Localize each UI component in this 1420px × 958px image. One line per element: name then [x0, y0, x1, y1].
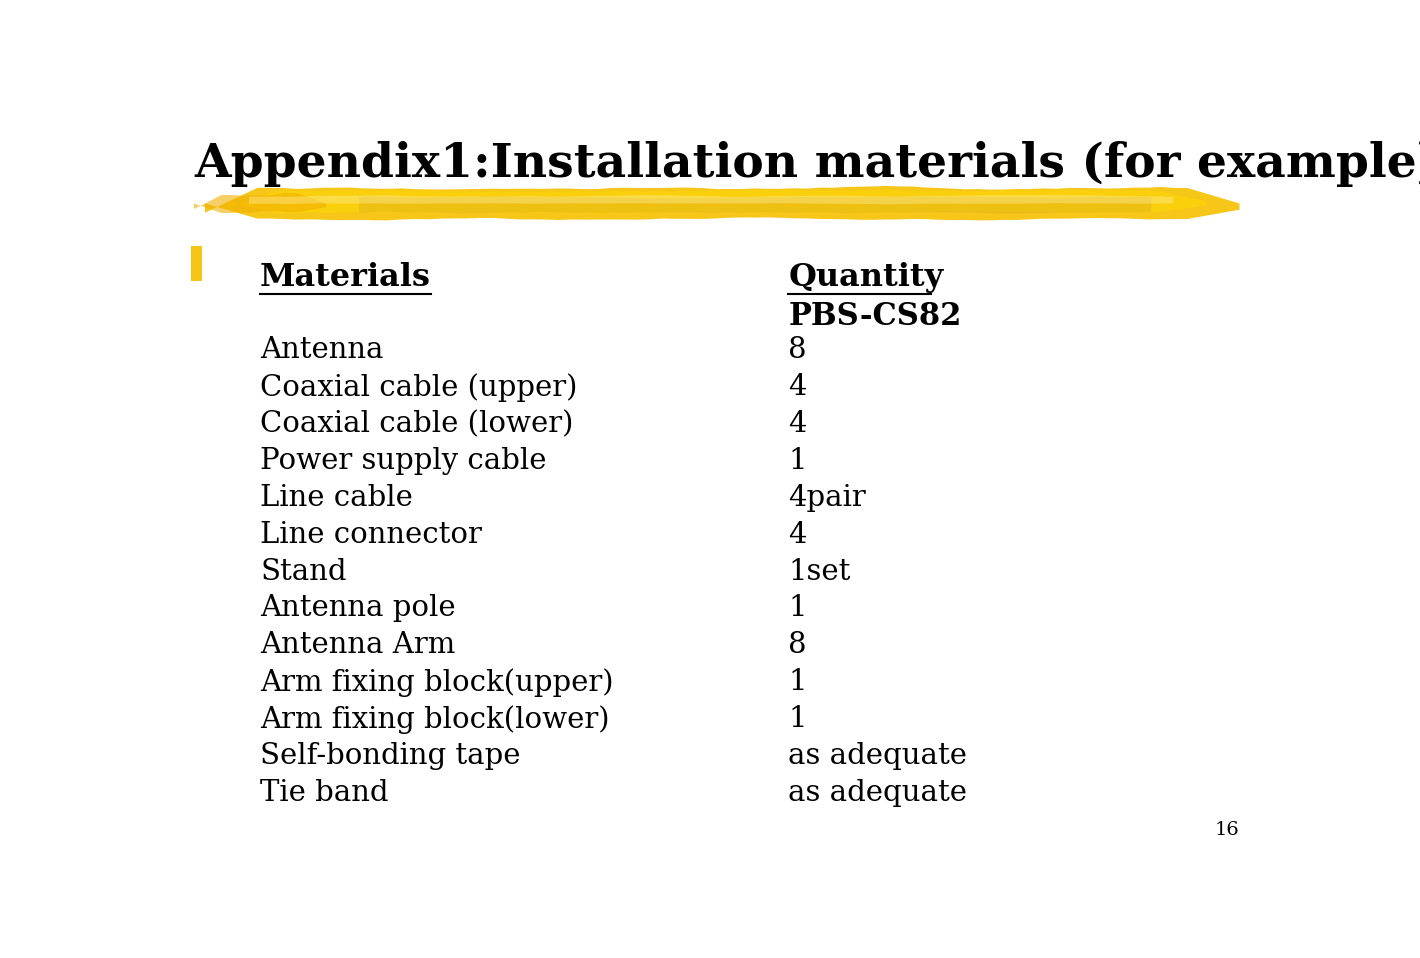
- Text: Power supply cable: Power supply cable: [260, 447, 547, 475]
- Text: Antenna pole: Antenna pole: [260, 595, 456, 623]
- Text: 1: 1: [788, 669, 807, 696]
- Text: Line cable: Line cable: [260, 484, 413, 512]
- Text: 1set: 1set: [788, 558, 851, 585]
- Text: Materials: Materials: [260, 262, 432, 293]
- Text: Tie band: Tie band: [260, 779, 389, 807]
- Polygon shape: [195, 193, 327, 213]
- Text: Arm fixing block(upper): Arm fixing block(upper): [260, 669, 613, 697]
- Text: 4pair: 4pair: [788, 484, 866, 512]
- Text: 4: 4: [788, 410, 807, 438]
- Text: Appendix1:Installation materials (for example): Appendix1:Installation materials (for ex…: [195, 141, 1420, 187]
- Text: Antenna: Antenna: [260, 336, 383, 364]
- Text: 8: 8: [788, 631, 807, 659]
- Text: 1: 1: [788, 595, 807, 623]
- Text: Line connector: Line connector: [260, 521, 481, 549]
- Text: Quantity: Quantity: [788, 262, 943, 293]
- Text: Coaxial cable (lower): Coaxial cable (lower): [260, 410, 574, 438]
- Text: 4: 4: [788, 374, 807, 401]
- Text: Coaxial cable (upper): Coaxial cable (upper): [260, 374, 578, 402]
- Polygon shape: [227, 190, 1207, 214]
- Text: as adequate: as adequate: [788, 779, 967, 807]
- Text: Stand: Stand: [260, 558, 346, 585]
- Text: 1: 1: [788, 705, 807, 733]
- Text: 1: 1: [788, 447, 807, 475]
- Text: 4: 4: [788, 521, 807, 549]
- Polygon shape: [204, 186, 1240, 220]
- Polygon shape: [248, 194, 1173, 204]
- Polygon shape: [359, 196, 1152, 214]
- Bar: [190, 245, 202, 281]
- Text: Self-bonding tape: Self-bonding tape: [260, 742, 521, 770]
- Text: as adequate: as adequate: [788, 742, 967, 770]
- Text: Antenna Arm: Antenna Arm: [260, 631, 456, 659]
- Text: Arm fixing block(lower): Arm fixing block(lower): [260, 705, 609, 734]
- Text: 8: 8: [788, 336, 807, 364]
- Text: 16: 16: [1214, 821, 1240, 839]
- Text: PBS-CS82: PBS-CS82: [788, 301, 961, 331]
